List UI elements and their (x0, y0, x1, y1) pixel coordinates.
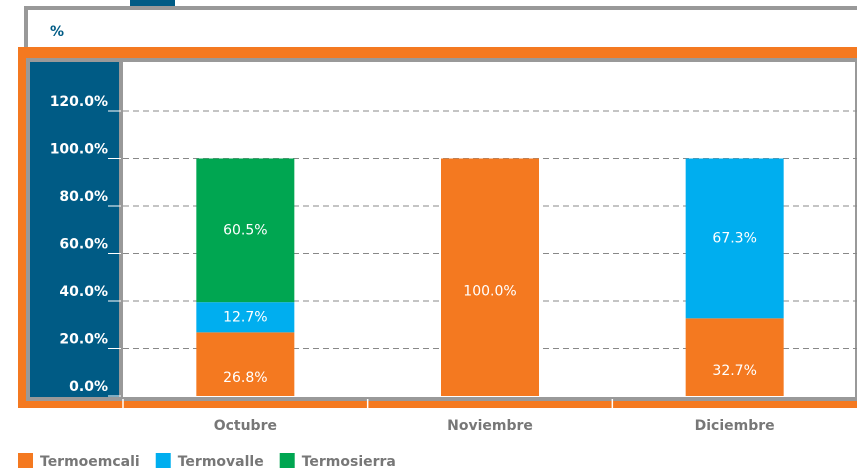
x-tick-label: Noviembre (447, 418, 533, 434)
y-axis-panel (30, 62, 121, 397)
x-tick-label: Diciembre (695, 418, 775, 434)
data-label: 60.5% (223, 222, 267, 238)
data-label: 32.7% (712, 363, 756, 379)
y-axis-label: % (50, 24, 64, 40)
frame-top (24, 6, 857, 47)
y-tick-label: 0.0% (69, 379, 108, 395)
title-fragment (130, 0, 175, 6)
y-tick-label: 80.0% (59, 189, 108, 205)
bar-segment (196, 332, 295, 396)
legend-label: Termosierra (302, 454, 396, 470)
bar-segment (196, 302, 295, 333)
bar-segment (685, 158, 784, 319)
legend-swatch (18, 453, 33, 468)
y-tick-label: 100.0% (50, 142, 108, 158)
legend-swatch (155, 453, 171, 468)
legend-label: Termovalle (178, 454, 264, 470)
x-tick-label: Octubre (214, 418, 277, 434)
legend-label: Termoemcali (40, 454, 140, 470)
y-tick-label: 40.0% (59, 284, 108, 300)
data-label: 26.8% (223, 370, 267, 386)
y-tick-label: 60.0% (59, 237, 108, 253)
bar-segment (441, 158, 539, 396)
y-tick-label: 120.0% (50, 94, 108, 110)
data-label: 100.0% (463, 283, 516, 299)
data-label: 12.7% (223, 309, 267, 325)
bar-segment (685, 318, 784, 396)
y-tick-label: 20.0% (59, 332, 108, 348)
data-label: 67.3% (712, 230, 756, 246)
legend-swatch (279, 453, 295, 468)
bar-segment (196, 158, 295, 303)
